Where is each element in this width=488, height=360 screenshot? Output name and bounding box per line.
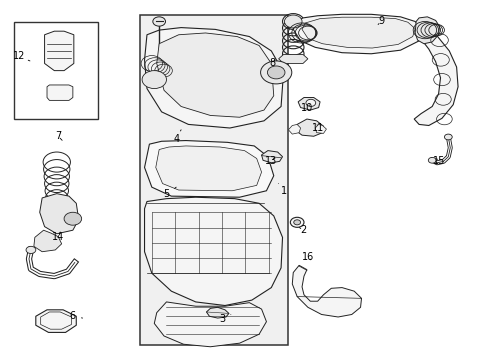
- Text: 13: 13: [264, 156, 277, 166]
- Polygon shape: [278, 54, 307, 63]
- Circle shape: [260, 61, 291, 84]
- Polygon shape: [298, 98, 320, 110]
- Text: 1: 1: [278, 184, 287, 196]
- Text: 4: 4: [173, 130, 181, 144]
- Circle shape: [290, 217, 304, 227]
- Polygon shape: [413, 33, 457, 126]
- Circle shape: [284, 15, 302, 28]
- Polygon shape: [144, 140, 273, 197]
- Polygon shape: [292, 265, 361, 317]
- Polygon shape: [157, 33, 273, 117]
- Circle shape: [293, 220, 300, 225]
- Text: 3: 3: [219, 314, 230, 324]
- Polygon shape: [40, 194, 79, 234]
- Polygon shape: [288, 125, 300, 134]
- Text: 12: 12: [13, 51, 30, 61]
- Polygon shape: [47, 85, 73, 100]
- Polygon shape: [144, 197, 282, 306]
- Polygon shape: [34, 230, 61, 252]
- Circle shape: [26, 246, 36, 253]
- Text: 2: 2: [299, 225, 305, 235]
- Circle shape: [153, 17, 165, 26]
- Text: 16: 16: [301, 252, 313, 262]
- Bar: [140, 15, 288, 345]
- Polygon shape: [293, 14, 422, 54]
- Bar: [14, 22, 98, 119]
- Text: 9: 9: [377, 17, 383, 27]
- Polygon shape: [154, 302, 266, 347]
- Polygon shape: [144, 28, 283, 128]
- Polygon shape: [414, 17, 439, 44]
- Text: 10: 10: [300, 103, 312, 113]
- Polygon shape: [206, 307, 228, 318]
- Text: 14: 14: [52, 232, 64, 242]
- Circle shape: [305, 99, 315, 107]
- Polygon shape: [315, 125, 326, 134]
- Text: 6: 6: [70, 311, 82, 321]
- Circle shape: [427, 157, 435, 163]
- Circle shape: [267, 66, 285, 79]
- Polygon shape: [36, 310, 76, 332]
- Text: 15: 15: [432, 156, 445, 166]
- Text: 7: 7: [55, 131, 62, 141]
- Polygon shape: [156, 146, 261, 191]
- Circle shape: [142, 71, 166, 89]
- Polygon shape: [295, 119, 323, 136]
- Text: 11: 11: [311, 123, 323, 133]
- Text: 5: 5: [163, 187, 176, 199]
- Text: 8: 8: [269, 58, 275, 68]
- Polygon shape: [302, 17, 414, 48]
- Polygon shape: [261, 150, 282, 163]
- Polygon shape: [44, 31, 74, 71]
- Circle shape: [444, 134, 451, 140]
- Circle shape: [64, 212, 81, 225]
